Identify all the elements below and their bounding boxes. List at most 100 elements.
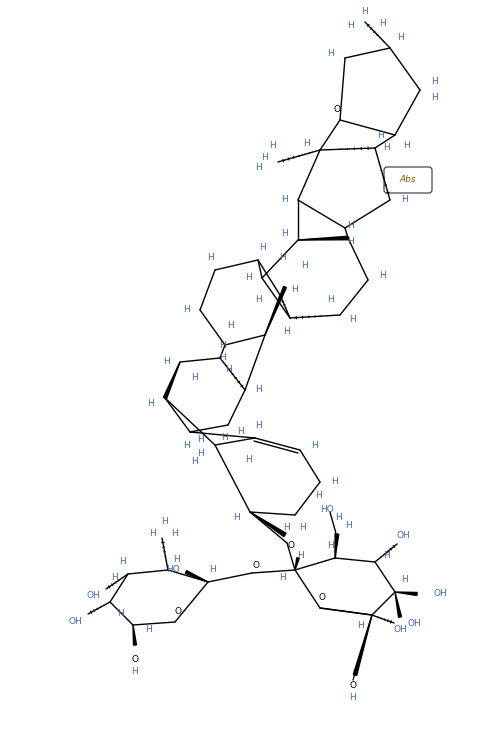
Text: H: H	[278, 574, 286, 583]
Text: H: H	[326, 295, 334, 304]
Text: H: H	[357, 620, 363, 629]
Text: OH: OH	[407, 619, 421, 628]
Text: H: H	[404, 140, 410, 149]
Text: H: H	[284, 327, 290, 336]
Text: H: H	[198, 448, 204, 457]
Text: H: H	[192, 457, 198, 466]
Text: H: H	[281, 195, 288, 204]
Text: H: H	[402, 575, 408, 584]
Text: OH: OH	[396, 532, 410, 541]
Text: HO: HO	[166, 566, 180, 575]
Text: H: H	[314, 490, 322, 499]
Text: H: H	[401, 195, 408, 204]
Text: OH: OH	[393, 626, 407, 635]
Text: H: H	[346, 520, 352, 529]
Text: O: O	[175, 608, 181, 617]
Text: H: H	[431, 77, 437, 86]
Text: H: H	[347, 22, 353, 31]
Text: H: H	[120, 556, 126, 566]
Polygon shape	[250, 512, 286, 537]
Text: O: O	[349, 681, 357, 690]
Text: H: H	[149, 529, 156, 538]
Polygon shape	[395, 592, 401, 617]
Text: H: H	[206, 252, 214, 261]
Text: H: H	[220, 340, 227, 349]
Text: H: H	[270, 141, 276, 150]
Text: H: H	[384, 550, 390, 559]
Polygon shape	[185, 571, 208, 582]
Polygon shape	[353, 615, 372, 675]
Text: H: H	[331, 478, 337, 487]
Text: H: H	[254, 295, 262, 304]
Text: H: H	[233, 512, 240, 521]
Text: H: H	[245, 273, 252, 282]
Text: H: H	[379, 20, 385, 29]
Text: H: H	[225, 366, 231, 375]
Text: H: H	[173, 556, 180, 565]
Text: H: H	[379, 270, 385, 279]
Polygon shape	[298, 237, 348, 240]
Text: H: H	[278, 254, 286, 263]
Text: H: H	[163, 357, 169, 366]
Text: H: H	[297, 551, 303, 560]
Text: OH: OH	[433, 590, 447, 599]
Text: O: O	[132, 655, 139, 663]
Polygon shape	[163, 362, 180, 399]
Text: O: O	[288, 541, 295, 550]
Text: H: H	[302, 138, 310, 147]
Text: H: H	[347, 237, 353, 246]
Text: H: H	[254, 162, 262, 171]
Text: H: H	[222, 433, 228, 442]
Text: H: H	[161, 517, 168, 526]
Text: O: O	[319, 593, 325, 602]
Text: H: H	[377, 131, 384, 140]
Text: H: H	[396, 34, 403, 43]
Text: H: H	[144, 626, 151, 635]
Text: H: H	[148, 399, 155, 408]
Text: H: H	[300, 523, 306, 532]
Polygon shape	[335, 534, 339, 558]
Text: H: H	[182, 306, 190, 315]
Polygon shape	[395, 592, 417, 596]
Text: H: H	[361, 7, 368, 16]
Text: H: H	[170, 529, 178, 538]
Text: H: H	[184, 441, 191, 450]
Text: H: H	[284, 523, 290, 532]
Text: H: H	[112, 572, 119, 581]
Text: OH: OH	[68, 617, 82, 626]
Text: Abs: Abs	[400, 176, 416, 185]
Text: O: O	[334, 105, 340, 114]
Text: H: H	[328, 49, 335, 58]
Text: H: H	[349, 315, 356, 324]
Text: H: H	[262, 152, 268, 161]
Text: H: H	[301, 261, 308, 270]
Text: H: H	[335, 512, 341, 521]
Polygon shape	[265, 286, 287, 335]
Text: H: H	[256, 385, 263, 394]
Text: OH: OH	[86, 592, 100, 601]
Polygon shape	[133, 625, 136, 645]
Text: H: H	[117, 610, 123, 619]
Text: H: H	[384, 143, 390, 152]
Text: H: H	[290, 285, 298, 294]
Text: H: H	[192, 373, 198, 382]
Text: H: H	[348, 221, 354, 230]
Text: H: H	[238, 427, 244, 436]
Text: H: H	[245, 456, 252, 465]
FancyBboxPatch shape	[384, 167, 432, 193]
Text: H: H	[227, 321, 233, 330]
Text: H: H	[282, 228, 288, 237]
Text: H: H	[198, 436, 204, 445]
Polygon shape	[295, 558, 299, 570]
Text: O: O	[252, 560, 260, 569]
Text: H: H	[349, 693, 356, 702]
Text: H: H	[260, 243, 266, 252]
Text: H: H	[254, 421, 262, 430]
Text: H: H	[326, 541, 334, 550]
Text: H: H	[311, 441, 317, 450]
Text: HO: HO	[320, 505, 334, 514]
Text: H: H	[431, 94, 437, 102]
Text: H: H	[132, 666, 138, 675]
Text: H: H	[218, 354, 226, 363]
Text: H: H	[210, 565, 216, 574]
